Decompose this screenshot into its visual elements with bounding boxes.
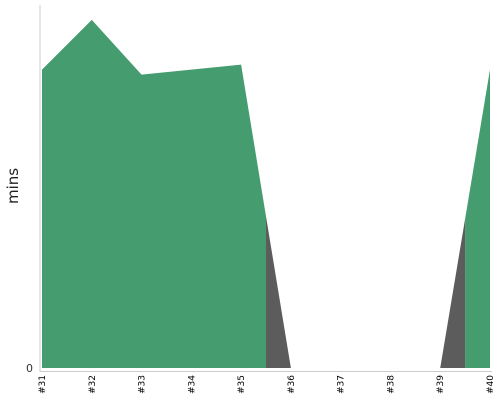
y-tick-label: 0 — [26, 362, 33, 375]
success-area-0 — [42, 19, 266, 368]
x-tick-label: #31 — [38, 375, 48, 394]
x-ticks: #31 #32 #33 #34 #35 #36 #37 #38 #39 #40 — [38, 375, 496, 394]
x-tick-label: #35 — [237, 375, 247, 394]
y-ticks: 0 — [26, 362, 33, 375]
x-tick-label: #36 — [287, 375, 297, 394]
y-axis-title: mins — [4, 168, 22, 204]
x-tick-label: #33 — [138, 375, 148, 394]
success-area-1 — [465, 69, 490, 369]
failure-area-left-1 — [440, 218, 466, 368]
x-tick-label: #37 — [337, 375, 347, 394]
x-tick-label: #40 — [486, 375, 496, 394]
areas-layer — [42, 19, 490, 369]
x-tick-label: #32 — [88, 375, 98, 394]
x-tick-label: #38 — [386, 375, 396, 394]
x-tick-label: #39 — [436, 375, 446, 394]
x-tick-label: #34 — [187, 375, 197, 394]
failure-area-right-0 — [266, 216, 291, 368]
